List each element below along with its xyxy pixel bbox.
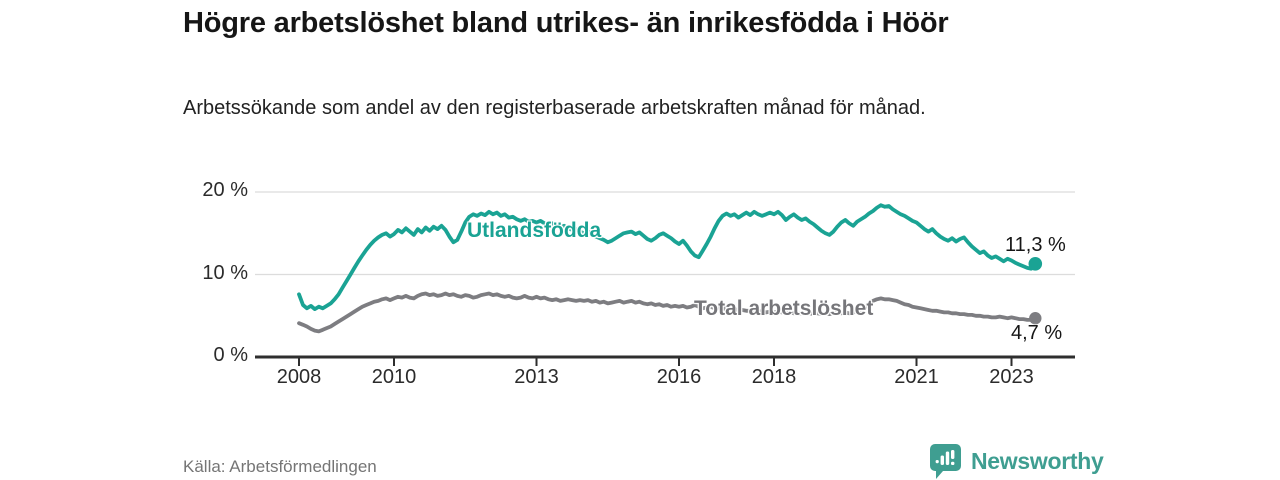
series-line-utlandsfodda (297, 203, 1038, 312)
x-tick-label-2023: 2023 (989, 366, 1034, 388)
y-tick-label-10: 10 % (202, 261, 248, 284)
x-tick-label-2010: 2010 (371, 366, 417, 388)
x-tick-label-2013: 2013 (514, 366, 559, 388)
source-note: Källa: Arbetsförmedlingen (183, 457, 377, 476)
series-line-total (297, 291, 1038, 334)
x-tick-label-2018: 2018 (751, 366, 797, 388)
newsworthy-wordmark: Newsworthy (971, 448, 1104, 474)
y-tick-label-20: 20 % (202, 179, 248, 201)
chart-title: Högre arbetslöshet bland utrikes- än inr… (183, 7, 949, 39)
end-value-label-total: 4,7 % (1011, 322, 1063, 344)
x-tick-label-2008: 2008 (276, 366, 322, 388)
series-end-dot-utlandsfodda (1028, 257, 1043, 271)
x-tick-label-2016: 2016 (656, 366, 702, 388)
end-value-label-utlandsfodda: 11,3 % (1005, 234, 1066, 256)
series-label-total-arbetsloshet: Total arbetslöshet (694, 297, 874, 320)
chart-subtitle: Arbetssökande som andel av den registerb… (183, 97, 926, 119)
series-label-utlandsfodda: Utlandsfödda (467, 219, 602, 242)
newsworthy-logo: Newsworthy (930, 444, 1104, 479)
newsworthy-bar-chart-bubble-icon (930, 444, 961, 479)
y-tick-label-0: 0 % (213, 344, 248, 366)
x-tick-label-2021: 2021 (894, 366, 939, 388)
